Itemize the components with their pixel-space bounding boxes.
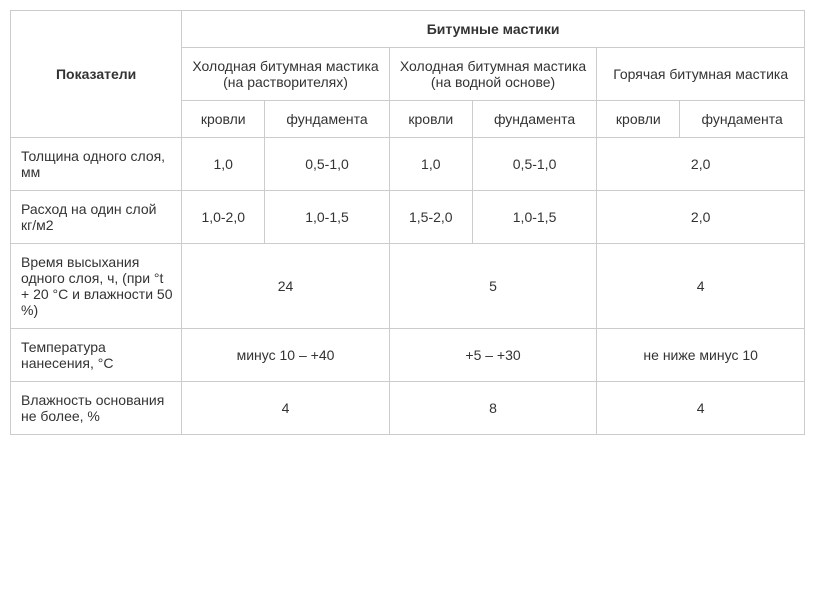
cell: 1,5-2,0 <box>389 191 472 244</box>
cell: 1,0-1,5 <box>265 191 390 244</box>
mastic-properties-table: Показатели Битумные мастики Холодная бит… <box>10 10 805 435</box>
table-row: Время высыхания одного слоя, ч, (при °t … <box>11 244 805 329</box>
cell: 0,5-1,0 <box>472 138 597 191</box>
cell: 0,5-1,0 <box>265 138 390 191</box>
cell: 2,0 <box>597 138 805 191</box>
cell: 24 <box>182 244 390 329</box>
cell: 4 <box>597 382 805 435</box>
table-row: Расход на один слой кг/м21,0-2,01,0-1,51… <box>11 191 805 244</box>
header-indicators: Показатели <box>11 11 182 138</box>
cell: 1,0 <box>182 138 265 191</box>
table-row: Толщина одного слоя, мм1,00,5-1,01,00,5-… <box>11 138 805 191</box>
cell: +5 – +30 <box>389 329 597 382</box>
header-group: Битумные мастики <box>182 11 805 48</box>
header-subcol-5: фундамента <box>680 101 805 138</box>
header-subcol-0: кровли <box>182 101 265 138</box>
cell: 8 <box>389 382 597 435</box>
row-label: Температура нанесения, °С <box>11 329 182 382</box>
table-header: Показатели Битумные мастики Холодная бит… <box>11 11 805 138</box>
header-colgroup-2: Горячая битумная мастика <box>597 48 805 101</box>
cell: 1,0-1,5 <box>472 191 597 244</box>
header-subcol-1: фундамента <box>265 101 390 138</box>
table-row: Влажность основания не более, %484 <box>11 382 805 435</box>
cell: 2,0 <box>597 191 805 244</box>
row-label: Расход на один слой кг/м2 <box>11 191 182 244</box>
table-row: Температура нанесения, °Сминус 10 – +40+… <box>11 329 805 382</box>
cell: минус 10 – +40 <box>182 329 390 382</box>
header-colgroup-1: Холодная битумная мастика (на водной осн… <box>389 48 597 101</box>
row-label: Время высыхания одного слоя, ч, (при °t … <box>11 244 182 329</box>
cell: 4 <box>182 382 390 435</box>
header-colgroup-0: Холодная битумная мастика (на растворите… <box>182 48 390 101</box>
header-subcol-2: кровли <box>389 101 472 138</box>
header-subcol-3: фундамента <box>472 101 597 138</box>
cell: 5 <box>389 244 597 329</box>
cell: 4 <box>597 244 805 329</box>
cell: 1,0-2,0 <box>182 191 265 244</box>
row-label: Толщина одного слоя, мм <box>11 138 182 191</box>
row-label: Влажность основания не более, % <box>11 382 182 435</box>
header-subcol-4: кровли <box>597 101 680 138</box>
cell: не ниже минус 10 <box>597 329 805 382</box>
table-body: Толщина одного слоя, мм1,00,5-1,01,00,5-… <box>11 138 805 435</box>
cell: 1,0 <box>389 138 472 191</box>
